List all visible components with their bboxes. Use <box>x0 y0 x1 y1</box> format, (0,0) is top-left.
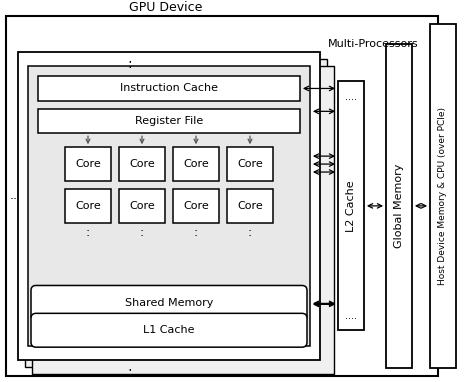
Text: L2 Cache: L2 Cache <box>346 180 356 232</box>
Bar <box>173 189 219 223</box>
Text: :: : <box>248 226 252 239</box>
Text: Register File: Register File <box>135 116 203 126</box>
Text: :: : <box>140 226 144 239</box>
Text: Shared Memory: Shared Memory <box>125 298 213 308</box>
Text: Global Memory: Global Memory <box>394 163 404 248</box>
Text: ....: .... <box>345 311 357 321</box>
Bar <box>430 24 456 368</box>
Bar <box>25 58 327 367</box>
Text: :: : <box>86 226 90 239</box>
Text: :: : <box>128 57 132 71</box>
Text: Core: Core <box>183 159 209 169</box>
Text: Core: Core <box>237 201 263 211</box>
Bar <box>38 109 300 133</box>
FancyBboxPatch shape <box>31 285 307 321</box>
Text: Core: Core <box>75 159 101 169</box>
Text: :: : <box>128 365 132 379</box>
Bar <box>28 66 310 346</box>
Text: Core: Core <box>183 201 209 211</box>
Bar <box>119 189 165 223</box>
Bar <box>227 147 273 181</box>
Bar <box>338 81 364 330</box>
Bar <box>65 147 111 181</box>
Text: Host Device Memory & CPU (over PCIe): Host Device Memory & CPU (over PCIe) <box>438 107 447 285</box>
Bar <box>386 44 412 368</box>
Text: Core: Core <box>129 201 155 211</box>
Text: Core: Core <box>129 159 155 169</box>
Bar <box>227 189 273 223</box>
Text: Instruction Cache: Instruction Cache <box>120 83 218 94</box>
Text: ..: .. <box>10 189 18 202</box>
Bar <box>119 147 165 181</box>
Text: ....: .... <box>345 92 357 102</box>
Bar <box>18 52 320 360</box>
Text: Multi-Processors: Multi-Processors <box>328 39 419 49</box>
Bar <box>32 66 334 374</box>
Text: Core: Core <box>237 159 263 169</box>
Text: GPU Device: GPU Device <box>129 2 202 15</box>
Text: :: : <box>194 226 198 239</box>
Text: Core: Core <box>75 201 101 211</box>
Bar <box>65 189 111 223</box>
Text: L1 Cache: L1 Cache <box>143 325 195 335</box>
Bar <box>173 147 219 181</box>
Bar <box>38 76 300 101</box>
FancyBboxPatch shape <box>31 313 307 347</box>
